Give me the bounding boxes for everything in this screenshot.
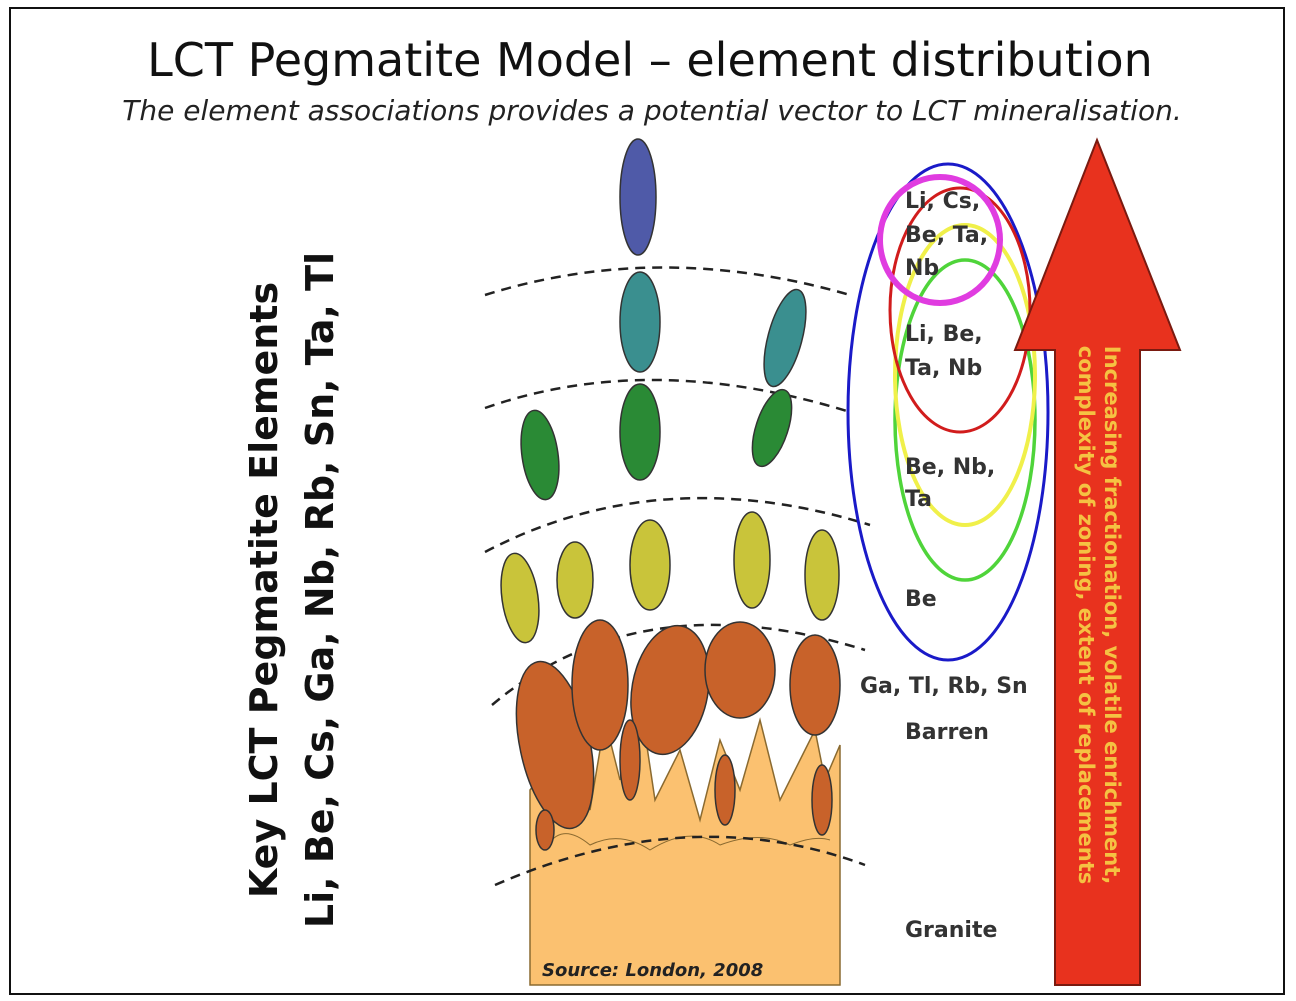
pegmatite [620, 720, 640, 800]
pegmatite [536, 810, 554, 850]
zone-label: Be, Ta, [905, 223, 988, 248]
pegmatite [734, 512, 770, 608]
slide: LCT Pegmatite Model – element distributi… [0, 0, 1296, 1001]
side-label-line: Key LCT Pegmatite Elements [242, 282, 286, 898]
side-label-line: Li, Be, Cs, Ga, Nb, Rb, Sn, Ta, Tl [298, 252, 342, 928]
pegmatite [812, 765, 832, 835]
pegmatite [620, 272, 660, 372]
pegmatite [790, 635, 840, 735]
zone-label: Li, Be, [905, 322, 983, 347]
pegmatite [630, 520, 670, 610]
pegmatite [805, 530, 839, 620]
pegmatite [557, 542, 593, 618]
subtitle: The element associations provides a pote… [122, 94, 1181, 127]
arrow-label-line: Increasing fractionation, volatile enric… [1100, 346, 1124, 884]
pegmatite [705, 622, 775, 718]
zone-label: Be [905, 587, 937, 612]
pegmatite [572, 620, 628, 750]
zone-label: Ta, Nb [905, 356, 982, 381]
zone-label: Be, Nb, [905, 455, 995, 480]
zone-label: Granite [905, 918, 997, 943]
zone-label: Ga, Tl, Rb, Sn [860, 674, 1028, 699]
zone-label: Barren [905, 720, 989, 745]
zone-label: Ta [905, 487, 932, 512]
source: Source: London, 2008 [542, 960, 763, 981]
pegmatite [620, 384, 660, 480]
pegmatite [715, 755, 735, 825]
pegmatite [620, 139, 656, 255]
arrow-label-line: complexity of zoning, extent of replacem… [1074, 346, 1098, 885]
title: LCT Pegmatite Model – element distributi… [147, 33, 1153, 87]
zone-label: Nb [905, 256, 939, 281]
zone-label: Li, Cs, [905, 189, 980, 214]
